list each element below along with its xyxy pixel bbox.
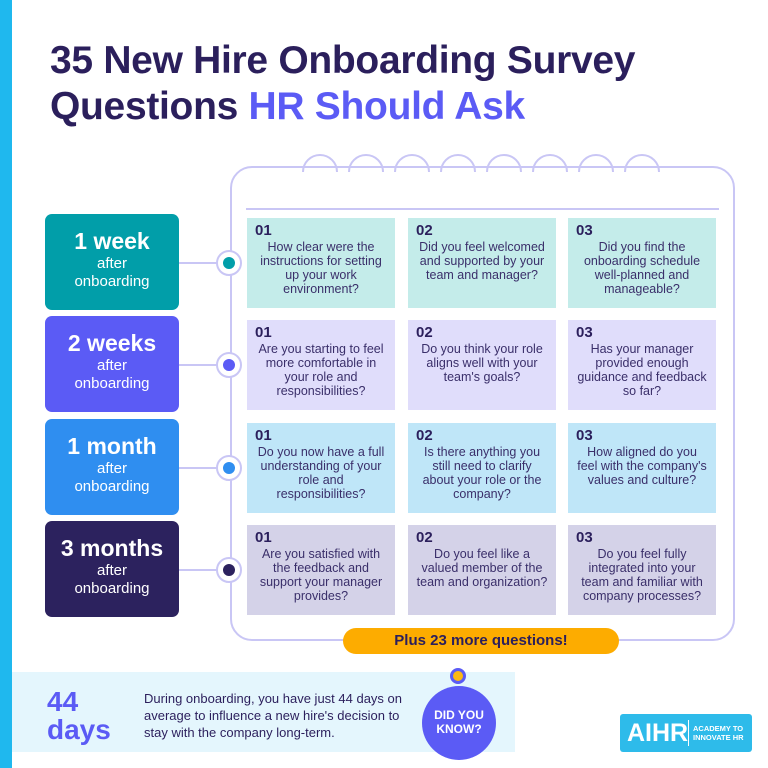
connector-line [179, 262, 217, 264]
timeframe-label: 3 months after onboarding [45, 521, 179, 617]
timeline-dot-icon [216, 455, 242, 481]
question-number: 01 [255, 427, 272, 444]
question-text: Do you feel fully integrated into your t… [581, 547, 703, 603]
question-card: 02 Did you feel welcomed and supported by… [408, 218, 556, 308]
question-text: How aligned do you feel with the company… [577, 445, 707, 487]
timeframe-label: 1 month after onboarding [45, 419, 179, 515]
did-you-know-bubble: DID YOU KNOW? [422, 686, 496, 760]
title-line1: 35 New Hire Onboarding Survey [50, 39, 636, 82]
connector-line [179, 569, 217, 571]
question-card: 03 How aligned do you feel with the compa… [568, 423, 716, 513]
page-title: 35 New Hire Onboarding Survey Questions … [50, 38, 635, 130]
question-card: 01 Do you now have a full understanding o… [247, 423, 395, 513]
fact-number: 44 days [47, 686, 111, 745]
question-text: Is there anything you still need to clar… [422, 445, 542, 501]
question-number: 01 [255, 222, 272, 239]
question-text: Are you satisfied with the feedback and … [259, 547, 383, 603]
connector-line [179, 364, 217, 366]
question-number: 01 [255, 324, 272, 341]
question-number: 03 [576, 324, 593, 341]
timeframe-label: 2 weeks after onboarding [45, 316, 179, 412]
question-text: Do you think your role aligns well with … [421, 342, 543, 384]
question-card: 02 Do you feel like a valued member of th… [408, 525, 556, 615]
question-number: 01 [255, 529, 272, 546]
connector-line [179, 467, 217, 469]
question-text: Did you find the onboarding schedule wel… [583, 240, 701, 296]
question-text: Did you feel welcomed and supported by y… [419, 240, 545, 282]
title-line2: Questions [50, 85, 249, 128]
question-number: 02 [416, 529, 433, 546]
question-number: 02 [416, 222, 433, 239]
question-card: 01 Are you starting to feel more comforta… [247, 320, 395, 410]
question-text: Do you feel like a valued member of the … [416, 547, 548, 589]
question-text: Do you now have a full understanding of … [257, 445, 385, 501]
question-text: Are you starting to feel more comfortabl… [258, 342, 384, 398]
question-card: 03 Has your manager provided enough guida… [568, 320, 716, 410]
timeline-dot-icon [216, 352, 242, 378]
question-card: 03 Did you find the onboarding schedule w… [568, 218, 716, 308]
divider [246, 208, 719, 210]
question-card: 03 Do you feel fully integrated into your… [568, 525, 716, 615]
more-questions-banner: Plus 23 more questions! [343, 628, 619, 654]
question-number: 03 [576, 427, 593, 444]
fact-text: During onboarding, you have just 44 days… [144, 691, 403, 740]
question-number: 03 [576, 222, 593, 239]
did-you-know-panel: 44 days During onboarding, you have just … [12, 668, 515, 760]
question-text: Has your manager provided enough guidanc… [577, 342, 707, 398]
question-number: 02 [416, 324, 433, 341]
question-card: 02 Do you think your role aligns well wit… [408, 320, 556, 410]
question-number: 02 [416, 427, 433, 444]
lightbulb-icon [450, 668, 466, 684]
question-number: 03 [576, 529, 593, 546]
question-text: How clear were the instructions for sett… [260, 240, 382, 296]
question-card: 01 How clear were the instructions for se… [247, 218, 395, 308]
title-accent: HR Should Ask [248, 85, 526, 128]
timeline-dot-icon [216, 250, 242, 276]
question-card: 02 Is there anything you still need to cl… [408, 423, 556, 513]
timeframe-label: 1 week after onboarding [45, 214, 179, 310]
aihr-logo: AIHR ACADEMY TO INNOVATE HR [620, 714, 752, 752]
side-stripe [0, 0, 12, 768]
question-card: 01 Are you satisfied with the feedback an… [247, 525, 395, 615]
timeline-dot-icon [216, 557, 242, 583]
